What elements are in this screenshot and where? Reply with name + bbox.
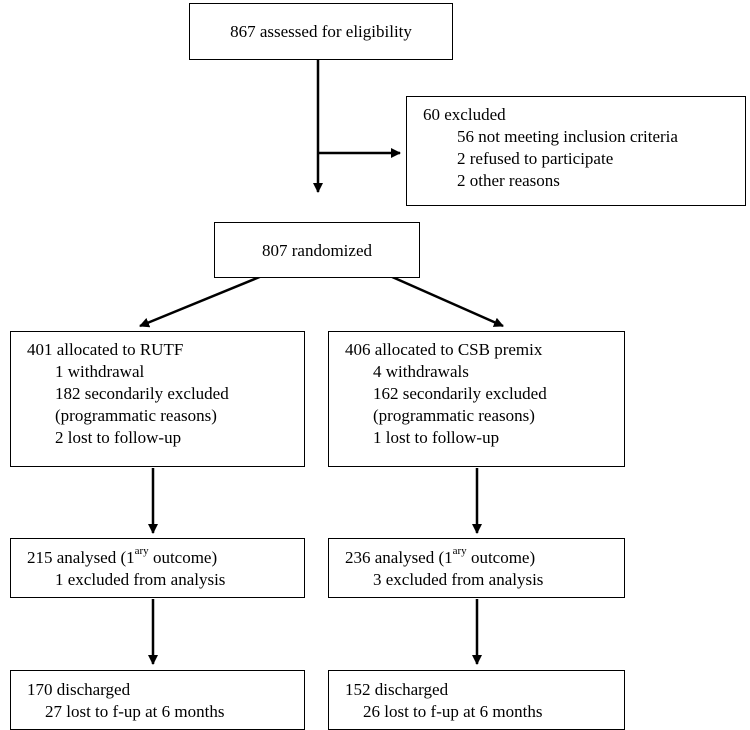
- excluded-item: 2 refused to participate: [457, 149, 614, 168]
- rutf-item: 182 secondarily excluded: [55, 384, 229, 403]
- rutf-allocation-box: 401 allocated to RUTF 1 withdrawal 182 s…: [10, 331, 305, 467]
- rutf-title: 401 allocated to RUTF: [27, 340, 184, 359]
- randomized-box: 807 randomized: [214, 222, 420, 278]
- randomized-text: 807 randomized: [262, 241, 372, 260]
- csb-analysed-suffix: outcome): [466, 548, 536, 567]
- csb-analysed-box: 236 analysed (1ary outcome) 3 excluded f…: [328, 538, 625, 598]
- rutf-discharged-title: 170 discharged: [27, 680, 131, 699]
- csb-title: 406 allocated to CSB premix: [345, 340, 543, 359]
- arrow-randomized-to-rutf: [139, 274, 263, 328]
- rutf-discharged-box: 170 discharged 27 lost to f-up at 6 mont…: [10, 670, 305, 730]
- excluded-item: 56 not meeting inclusion criteria: [457, 127, 678, 146]
- rutf-analysed-suffix: outcome): [148, 548, 218, 567]
- excluded-title: 60 excluded: [423, 105, 506, 124]
- rutf-item: (programmatic reasons): [55, 406, 217, 425]
- assessed-box: 867 assessed for eligibility: [189, 3, 453, 60]
- rutf-discharged-lost: 27 lost to f-up at 6 months: [45, 702, 225, 721]
- rutf-analysed-excluded: 1 excluded from analysis: [55, 570, 226, 589]
- rutf-analysed-prefix: 215 analysed (1: [27, 548, 135, 567]
- csb-analysed-sup: ary: [452, 545, 467, 558]
- csb-item: 4 withdrawals: [373, 362, 469, 381]
- arrow-randomized-to-csb: [389, 274, 504, 328]
- csb-discharged-title: 152 discharged: [345, 680, 449, 699]
- rutf-analysed-text: 215 analysed (1ary outcome): [27, 545, 304, 569]
- csb-item: (programmatic reasons): [373, 406, 535, 425]
- rutf-item: 1 withdrawal: [55, 362, 145, 381]
- excluded-item: 2 other reasons: [457, 171, 560, 190]
- csb-discharged-box: 152 discharged 26 lost to f-up at 6 mont…: [328, 670, 625, 730]
- csb-analysed-text: 236 analysed (1ary outcome): [345, 545, 624, 569]
- rutf-item: 2 lost to follow-up: [55, 428, 182, 447]
- rutf-analysed-box: 215 analysed (1ary outcome) 1 excluded f…: [10, 538, 305, 598]
- csb-item: 1 lost to follow-up: [373, 428, 500, 447]
- csb-discharged-lost: 26 lost to f-up at 6 months: [363, 702, 543, 721]
- csb-analysed-excluded: 3 excluded from analysis: [373, 570, 544, 589]
- csb-item: 162 secondarily excluded: [373, 384, 547, 403]
- csb-allocation-box: 406 allocated to CSB premix 4 withdrawal…: [328, 331, 625, 467]
- csb-analysed-prefix: 236 analysed (1: [345, 548, 453, 567]
- assessed-text: 867 assessed for eligibility: [230, 22, 412, 41]
- rutf-analysed-sup: ary: [134, 545, 149, 558]
- excluded-box: 60 excluded 56 not meeting inclusion cri…: [406, 96, 746, 206]
